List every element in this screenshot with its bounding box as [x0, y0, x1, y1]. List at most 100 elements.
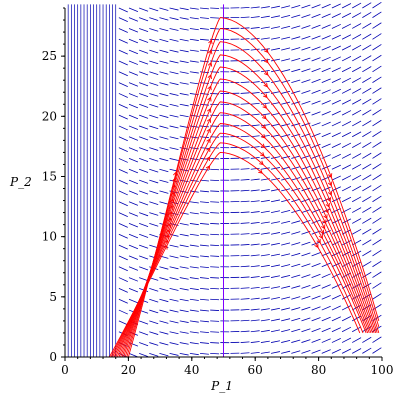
field-arrow [119, 299, 128, 303]
field-arrow [261, 319, 270, 320]
field-arrow [342, 89, 351, 94]
field-arrow [170, 104, 179, 106]
field-arrow [119, 137, 128, 141]
field-arrow [200, 191, 209, 192]
field-arrow [291, 58, 300, 61]
field-arrow [180, 245, 189, 247]
x-tick-label: 100 [371, 363, 394, 377]
field-arrow [342, 165, 351, 170]
field-arrow [190, 137, 199, 138]
field-arrow [352, 99, 361, 104]
field-arrow [261, 27, 270, 28]
field-arrow [312, 285, 321, 288]
field-arrow [261, 233, 270, 234]
field-arrow [352, 229, 361, 234]
field-arrow [210, 245, 219, 246]
field-arrow [170, 245, 179, 247]
field-arrow [322, 285, 331, 289]
field-arrow [312, 36, 321, 39]
field-arrow [149, 343, 158, 346]
field-arrow [332, 24, 341, 28]
field-arrow [372, 164, 381, 170]
field-arrow [129, 104, 138, 108]
field-arrow [291, 253, 300, 256]
field-arrow [129, 83, 138, 87]
field-arrow [241, 255, 250, 256]
x-tick-label: 60 [248, 363, 263, 377]
field-arrow [372, 218, 381, 224]
field-arrow [149, 353, 158, 356]
field-arrow [149, 50, 158, 53]
field-arrow [180, 18, 189, 20]
field-arrow [261, 276, 270, 277]
field-arrow [301, 80, 310, 83]
field-arrow [261, 38, 270, 39]
field-arrow [241, 277, 250, 278]
y-tick-label: 0 [49, 350, 57, 364]
field-arrow [180, 93, 189, 95]
field-arrow [281, 135, 290, 137]
field-arrow [159, 299, 168, 301]
field-arrow [332, 100, 341, 104]
field-arrow [200, 202, 209, 203]
field-arrow [149, 158, 158, 161]
field-arrow [159, 267, 168, 269]
field-arrow [139, 104, 148, 107]
field-arrow [372, 337, 381, 343]
field-arrow [251, 352, 260, 353]
field-arrow [190, 332, 199, 333]
field-arrow [180, 223, 189, 225]
field-arrow [372, 294, 381, 300]
field-arrow [271, 37, 280, 39]
field-arrow [159, 18, 168, 20]
field-arrow [190, 343, 199, 344]
field-arrow [372, 2, 381, 8]
field-arrow [372, 196, 381, 202]
field-arrow [332, 176, 341, 180]
field-arrow [291, 264, 300, 267]
field-arrow [332, 241, 341, 245]
field-arrow [180, 353, 189, 355]
field-arrow [332, 4, 341, 8]
field-arrow [291, 156, 300, 159]
field-arrow [251, 49, 260, 50]
field-arrow [119, 169, 128, 173]
field-arrow [149, 180, 158, 183]
field-arrow [362, 66, 371, 71]
field-arrow [241, 244, 250, 245]
field-arrow [322, 36, 331, 40]
field-arrow [281, 275, 290, 277]
field-arrow [129, 213, 138, 217]
field-arrow [241, 331, 250, 332]
field-arrow [312, 58, 321, 61]
field-arrow [342, 316, 351, 321]
field-arrow [241, 60, 250, 61]
field-arrow [281, 6, 290, 8]
field-arrow [200, 353, 209, 354]
field-arrow [312, 112, 321, 115]
field-arrow [139, 180, 148, 183]
field-arrow [159, 126, 168, 128]
field-arrow [180, 256, 189, 258]
field-arrow [129, 8, 138, 12]
field-arrow [149, 148, 158, 151]
field-arrow [129, 353, 138, 357]
field-arrow [352, 121, 361, 126]
field-arrow [119, 310, 128, 314]
field-arrow [180, 299, 189, 301]
field-arrow [301, 318, 310, 321]
field-arrow [271, 341, 280, 343]
field-arrow [312, 123, 321, 126]
field-arrow [251, 17, 260, 18]
field-arrow [139, 28, 148, 31]
field-arrow [332, 349, 341, 353]
field-arrow [362, 110, 371, 115]
field-arrow [281, 91, 290, 93]
field-arrow [362, 121, 371, 126]
field-arrow [312, 296, 321, 299]
field-arrow [301, 69, 310, 72]
field-arrow [281, 330, 290, 332]
field-arrow [119, 104, 128, 108]
field-arrow [210, 321, 219, 322]
field-arrow [372, 55, 381, 61]
